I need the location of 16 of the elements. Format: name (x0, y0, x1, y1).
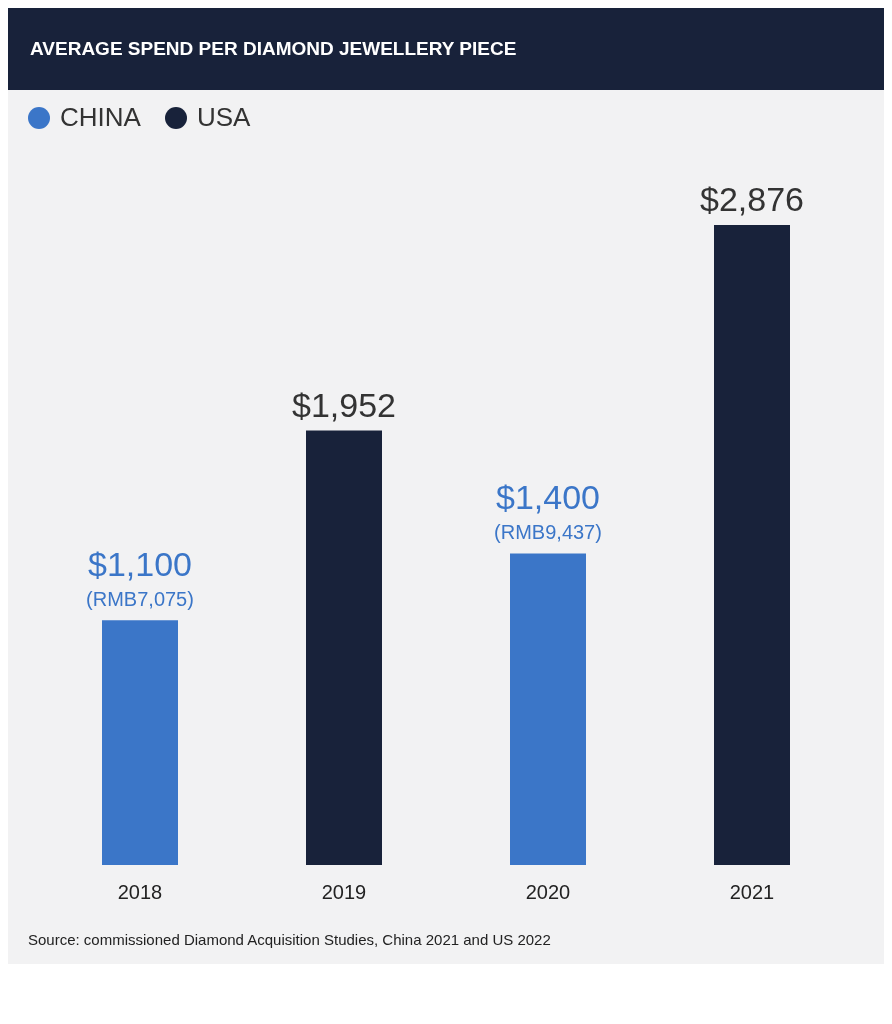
legend-label: CHINA (59, 102, 141, 133)
bar (714, 225, 790, 865)
legend-label: USA (195, 102, 251, 133)
data-label: $1,400 (RMB9,437) (494, 478, 602, 544)
chart-title: AVERAGE SPEND PER DIAMOND JEWELLERY PIECE (8, 8, 884, 90)
x-tick-label: 2021 (729, 881, 775, 904)
bar (102, 620, 178, 865)
x-tick-label: 2020 (525, 881, 571, 904)
bar (510, 553, 586, 865)
data-label: $2,876 (700, 180, 804, 218)
source-note: Source: commissioned Diamond Acquisition Studies, China 2021 and US 2022 (27, 930, 552, 950)
data-label: $1,952 (292, 385, 396, 424)
x-tick-label: 2019 (321, 881, 367, 904)
bar (306, 430, 382, 865)
x-tick-label: 2018 (117, 881, 163, 904)
data-label: $1,100 (RMB7,075) (86, 545, 194, 611)
